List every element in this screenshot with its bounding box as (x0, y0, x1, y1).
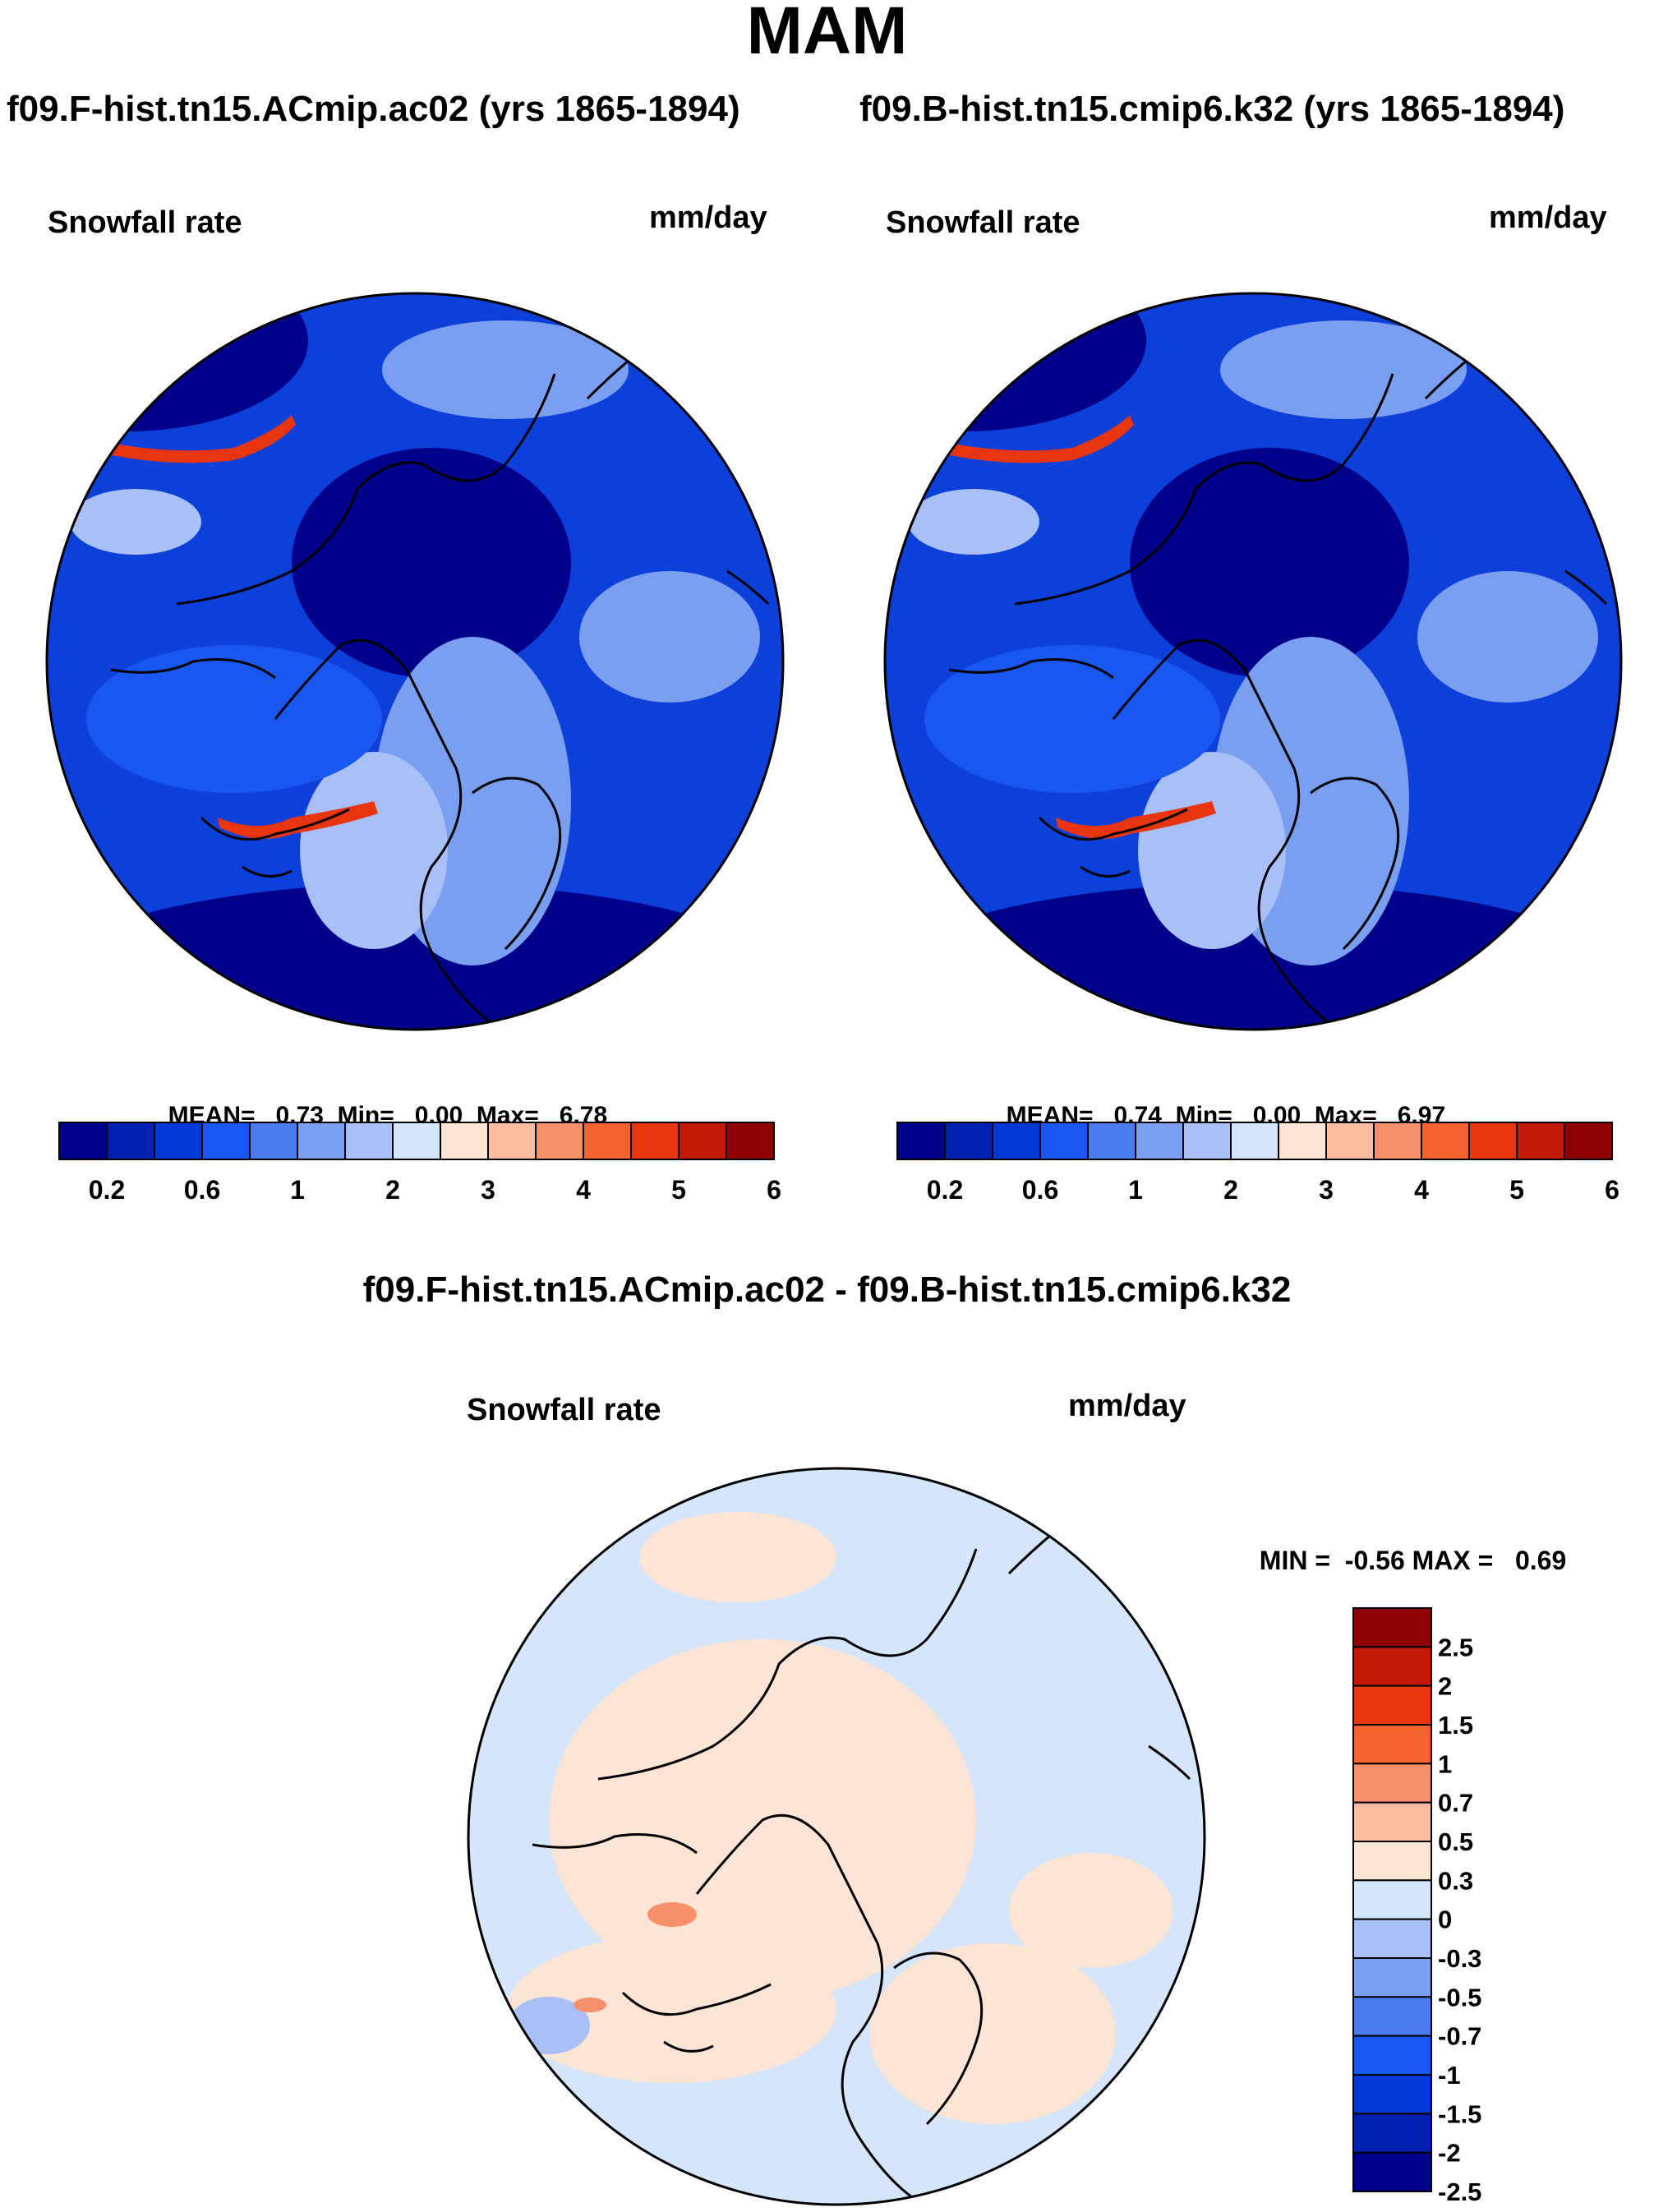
case2-colorbar-box (896, 1122, 946, 1160)
difference-colorbar-tick-label: 0 (1438, 1906, 1452, 1934)
case1-colorbar-tick-label: 0.6 (184, 1175, 220, 1205)
difference-colorbar-box (1352, 1763, 1432, 1804)
case1-colorbar-tick-label: 1 (290, 1175, 305, 1205)
case2-colorbar-tick-label: 1 (1128, 1175, 1143, 1205)
case2-colorbar-box (1087, 1122, 1136, 1160)
difference-min-value: -0.56 (1344, 1546, 1405, 1575)
case2-units-label: mm/day (1489, 200, 1607, 235)
case1-colorbar-box (678, 1122, 727, 1160)
case2-title: f09.B-hist.tn15.cmip6.k32 (yrs 1865-1894… (859, 89, 1565, 129)
case1-colorbar-box (487, 1122, 537, 1160)
case1-colorbar-tick-label: 5 (671, 1175, 686, 1205)
difference-colorbar-box (1352, 1918, 1432, 1959)
case1-colorbar-box (630, 1122, 680, 1160)
case2-colorbar-tick-label: 6 (1605, 1175, 1619, 1205)
case1-colorbar-box (726, 1122, 775, 1160)
case2-colorbar-box (1325, 1122, 1375, 1160)
case2-colorbar-box (1516, 1122, 1565, 1160)
case2-colorbar-box (944, 1122, 993, 1160)
case1-colorbar: 0.2 0.6 1 2 3 4 5 6 (58, 1122, 781, 1205)
season-title: MAM (746, 0, 908, 68)
case2-colorbar-tick-label: 4 (1414, 1175, 1429, 1205)
difference-colorbar-tick-label: 1 (1438, 1749, 1452, 1778)
difference-colorbar-box (1352, 2035, 1432, 2076)
difference-colorbar-box (1352, 2113, 1432, 2154)
case2-variable-label: Snowfall rate (886, 205, 1080, 240)
case1-polar-map (45, 292, 785, 1031)
difference-max-label: MAX = (1412, 1546, 1494, 1575)
difference-variable-label: Snowfall rate (467, 1393, 661, 1427)
difference-colorbar-tick-label: 1.5 (1438, 1711, 1473, 1740)
case1-colorbar-box (249, 1122, 298, 1160)
case2-colorbar-tick-label: 0.6 (1022, 1175, 1058, 1205)
difference-colorbar-tick-label: -1 (1438, 2061, 1461, 2090)
case2-colorbar-tick-label: 0.2 (927, 1175, 963, 1205)
difference-colorbar-box (1352, 1957, 1432, 1998)
case2-colorbar-box (1278, 1122, 1327, 1160)
case2-colorbar-box (1135, 1122, 1184, 1160)
case1-colorbar-tick-label: 6 (767, 1175, 781, 1205)
case2-colorbar-box (992, 1122, 1041, 1160)
difference-colorbar-box (1352, 1607, 1432, 1648)
difference-colorbar-box (1352, 1646, 1432, 1687)
difference-colorbar-tick-label: -0.5 (1438, 1983, 1481, 2012)
case2-polar-map (883, 292, 1623, 1031)
case1-title: f09.F-hist.tn15.ACmip.ac02 (yrs 1865-189… (7, 89, 740, 129)
difference-colorbar-box (1352, 1841, 1432, 1882)
difference-stats: MIN = -0.56 MAX = 0.69 (1245, 1516, 1566, 1575)
case1-colorbar-tick-label: 2 (385, 1175, 400, 1205)
case1-units-label: mm/day (649, 200, 767, 235)
case1-colorbar-box (535, 1122, 584, 1160)
case2-colorbar-box (1421, 1122, 1470, 1160)
case1-colorbar-box (583, 1122, 632, 1160)
difference-colorbar-box (1352, 1801, 1432, 1843)
case2-colorbar-tick-label: 3 (1319, 1175, 1334, 1205)
difference-colorbar-tick-label: 2 (1438, 1672, 1452, 1701)
difference-colorbar-box (1352, 1879, 1432, 1920)
case2-colorbar-box (1564, 1122, 1613, 1160)
case1-colorbar-box (297, 1122, 346, 1160)
case1-colorbar-tick-label: 0.2 (89, 1175, 125, 1205)
difference-colorbar-tick-label: -0.3 (1438, 1944, 1481, 1973)
difference-max-value: 0.69 (1514, 1546, 1567, 1575)
difference-colorbar-tick-label: -1.5 (1438, 2099, 1481, 2128)
case1-colorbar-box (201, 1122, 251, 1160)
difference-colorbar-box (1352, 1996, 1432, 2037)
case2-colorbar-tick-label: 2 (1223, 1175, 1238, 1205)
case1-colorbar-box (392, 1122, 441, 1160)
case2-colorbar-box (1182, 1122, 1232, 1160)
case2-colorbar-box (1468, 1122, 1518, 1160)
difference-colorbar-box (1352, 1684, 1432, 1726)
case1-colorbar-tick-label: 3 (481, 1175, 495, 1205)
case2-colorbar-box (1230, 1122, 1279, 1160)
case1-variable-label: Snowfall rate (48, 205, 242, 240)
case2-colorbar-tick-label: 5 (1509, 1175, 1524, 1205)
difference-title: f09.F-hist.tn15.ACmip.ac02 - f09.B-hist.… (362, 1270, 1292, 1310)
case1-colorbar-box (154, 1122, 203, 1160)
difference-min-label: MIN = (1259, 1546, 1331, 1575)
difference-colorbar-tick-label: -2 (1438, 2139, 1461, 2168)
case1-colorbar-box (440, 1122, 489, 1160)
case2-colorbar-box (1373, 1122, 1422, 1160)
difference-colorbar-tick-label: 0.5 (1438, 1827, 1473, 1856)
difference-colorbar: 2.5 2 1.5 1 0.7 0.5 0.3 0 -0.3 -0.5 -0.7 -1 -1.5 -2 -2… (1352, 1607, 1481, 2206)
case2-colorbar-box (1039, 1122, 1089, 1160)
case2-colorbar: 0.2 0.6 1 2 3 4 5 6 (896, 1122, 1619, 1205)
difference-colorbar-box (1352, 2074, 1432, 2115)
difference-colorbar-box (1352, 1724, 1432, 1765)
difference-colorbar-tick-label: -2.5 (1438, 2177, 1481, 2206)
case1-colorbar-box (344, 1122, 394, 1160)
case1-colorbar-box (58, 1122, 108, 1160)
difference-colorbar-tick-label: 2.5 (1438, 1633, 1473, 1661)
case1-colorbar-tick-label: 4 (576, 1175, 591, 1205)
case1-colorbar-box (106, 1122, 155, 1160)
difference-colorbar-box (1352, 2151, 1432, 2193)
difference-colorbar-tick-label: 0.3 (1438, 1866, 1473, 1895)
difference-polar-map (467, 1467, 1206, 2206)
difference-colorbar-tick-label: 0.7 (1438, 1789, 1473, 1818)
difference-units-label: mm/day (1068, 1389, 1186, 1423)
difference-colorbar-tick-label: -0.7 (1438, 2022, 1481, 2051)
